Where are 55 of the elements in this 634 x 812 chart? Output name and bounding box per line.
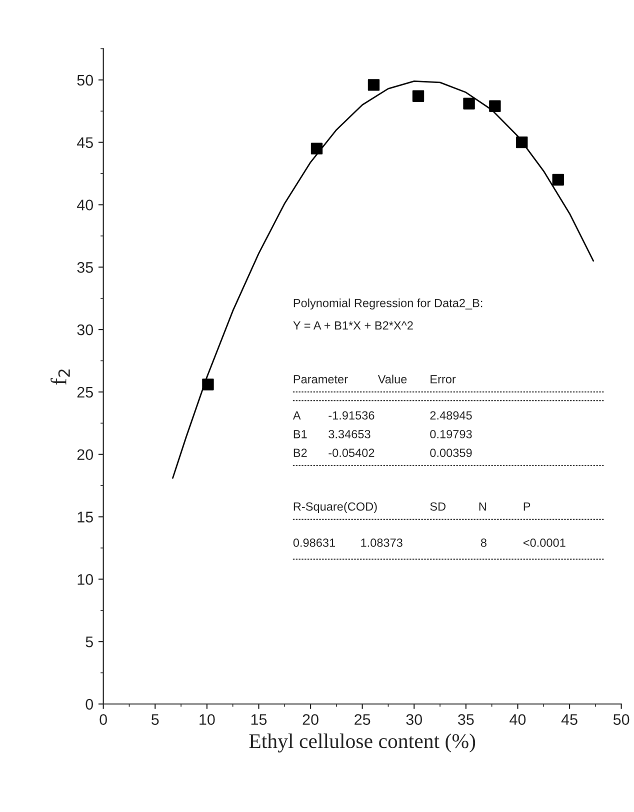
annotation: B1 (294, 430, 307, 438)
annotation: <0.0001 (523, 538, 566, 547)
annotation: Value (378, 374, 407, 384)
y-tick-label: 0 (86, 698, 94, 710)
x-tick-label: 40 (510, 714, 526, 725)
annotation: Polynomial Regression for Data2_B: (294, 298, 482, 310)
x-tick-label: 50 (613, 714, 630, 725)
annotation: 3.34653 (328, 430, 370, 438)
y-tick-label: 5 (86, 636, 93, 648)
annotation: R-Square(COD) (294, 502, 377, 514)
annotation: 0.19793 (430, 430, 472, 438)
annotation: SD (430, 502, 446, 511)
y-tick-label: 40 (76, 200, 94, 210)
y-tick-label: 35 (77, 262, 93, 273)
annotation: Y = A + B1*X + B2*X^2 (293, 321, 413, 330)
point (368, 79, 380, 91)
point (463, 98, 475, 110)
x-tick-label: 15 (251, 714, 267, 725)
x-tick-label: 25 (354, 714, 370, 725)
x-tick-label: 0 (100, 714, 107, 725)
annotation: P (524, 502, 530, 511)
point (552, 174, 564, 186)
annotation: N (479, 502, 486, 511)
point (489, 100, 501, 112)
y-tick-label: 10 (78, 574, 94, 585)
x-axis-title: Ethyl cellulose content (%) (249, 734, 476, 752)
annotation: B2 (294, 448, 307, 457)
y-tick-label: 15 (78, 512, 93, 522)
x-tick-label: 10 (200, 714, 215, 725)
y-axis-title: f$_{2}$ (50, 370, 70, 385)
x-tick-label: 5 (152, 714, 159, 725)
y-tick-label: 20 (77, 449, 94, 460)
annotation: Parameter (294, 375, 348, 384)
x-tick-label: 35 (458, 714, 474, 725)
annotation: 8 (480, 538, 486, 547)
annotation: A (292, 411, 301, 420)
y-tick-label: 50 (77, 74, 94, 86)
x-tick-label: 30 (406, 714, 422, 725)
annotation: Error (430, 375, 456, 384)
annotation: -1.91536 (328, 411, 374, 420)
point (516, 136, 528, 148)
x-tick-label: 45 (561, 714, 578, 725)
point (412, 90, 424, 102)
annotation: -0.05402 (328, 448, 374, 458)
x-tick-label: 20 (302, 714, 318, 725)
annotation: 2.48945 (430, 411, 472, 420)
point (310, 142, 323, 154)
y-tick-label: 30 (77, 324, 94, 336)
annotation: 0.98631 (293, 538, 336, 547)
y-tick-label: 25 (77, 386, 93, 398)
y-tick-label: 45 (76, 137, 93, 148)
annotation: 1.08373 (361, 538, 402, 547)
annotation: 0.00359 (430, 448, 472, 458)
line-series (172, 80, 594, 479)
point (202, 378, 214, 390)
